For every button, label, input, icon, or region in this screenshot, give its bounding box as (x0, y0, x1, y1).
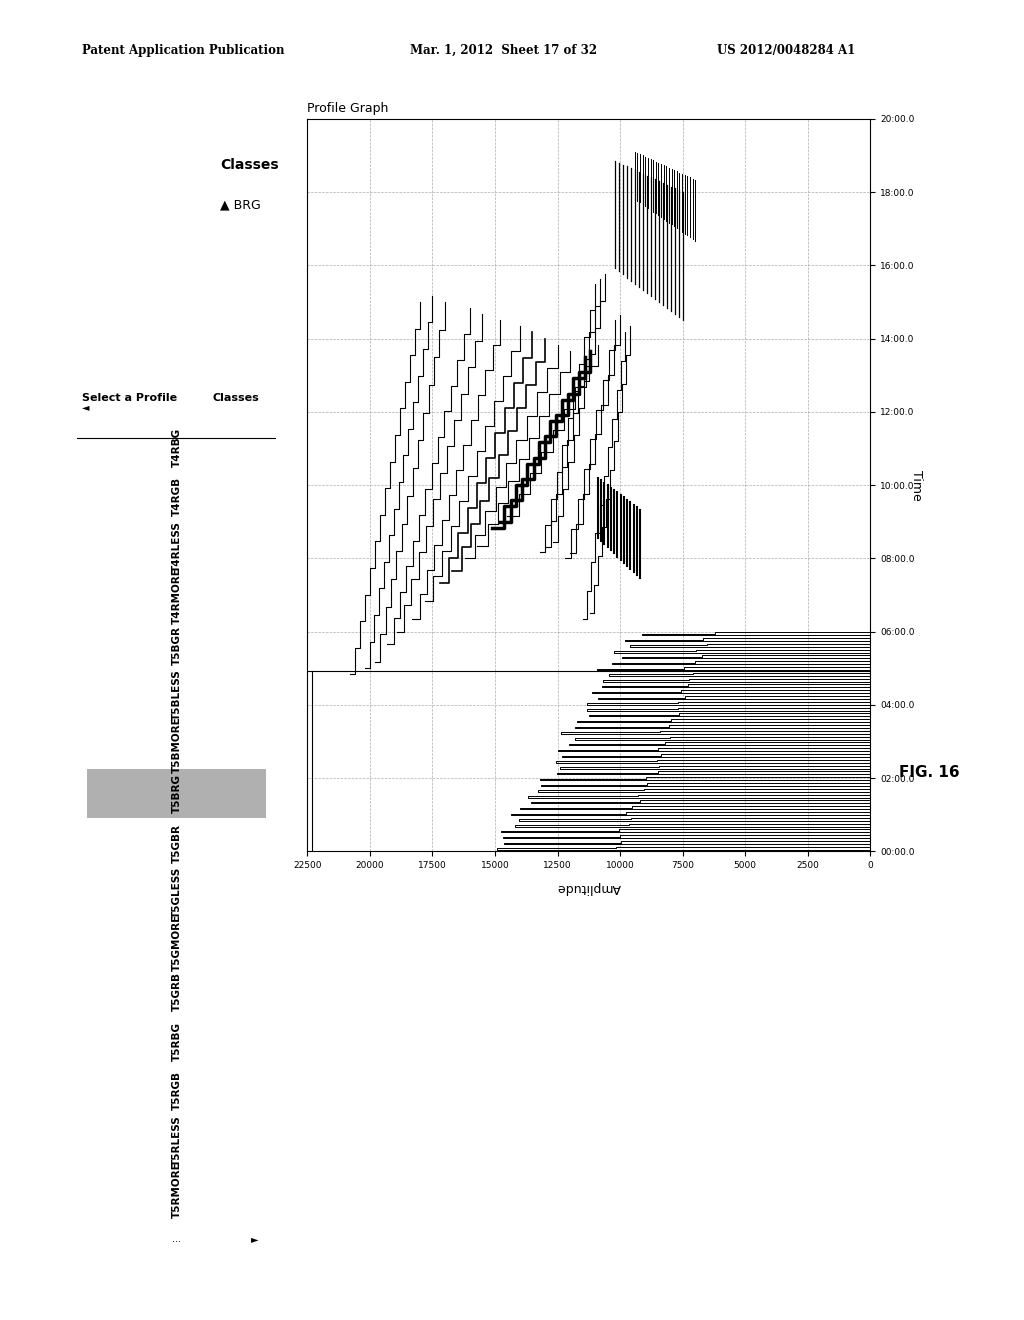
Text: T5RBG: T5RBG (172, 1022, 181, 1061)
Text: Classes: Classes (220, 158, 279, 172)
Text: T5BLESS: T5BLESS (172, 669, 181, 719)
Text: T5RMORE: T5RMORE (172, 1162, 181, 1218)
Y-axis label: Time: Time (910, 470, 923, 500)
Text: ►: ► (251, 1234, 258, 1245)
Text: T5GRB: T5GRB (172, 972, 181, 1011)
Text: T4RGB: T4RGB (172, 477, 181, 516)
Text: Select a Profile: Select a Profile (82, 392, 177, 403)
X-axis label: Amplitude: Amplitude (557, 882, 621, 894)
Text: ...: ... (172, 1234, 181, 1245)
Text: T5GMORE: T5GMORE (172, 913, 181, 970)
Text: T4RBG: T4RBG (172, 428, 181, 467)
Text: T5GLESS: T5GLESS (172, 867, 181, 919)
Text: T5BMORE: T5BMORE (172, 715, 181, 772)
Text: ◄: ◄ (82, 401, 89, 412)
Text: T5RGB: T5RGB (172, 1071, 181, 1110)
Text: Classes: Classes (213, 392, 259, 403)
Text: US 2012/0048284 A1: US 2012/0048284 A1 (717, 44, 855, 57)
Text: Mar. 1, 2012  Sheet 17 of 32: Mar. 1, 2012 Sheet 17 of 32 (410, 44, 597, 57)
Text: T5GBR: T5GBR (172, 824, 181, 863)
Text: Patent Application Publication: Patent Application Publication (82, 44, 285, 57)
Text: Profile Graph: Profile Graph (307, 102, 388, 115)
Text: T5RLESS: T5RLESS (172, 1115, 181, 1166)
Bar (87, 768, 266, 818)
Text: T5BRG: T5BRG (172, 774, 181, 813)
Text: T4RMORE: T4RMORE (172, 568, 181, 624)
Text: ▲ BRG: ▲ BRG (220, 198, 261, 211)
Text: FIG. 16: FIG. 16 (899, 764, 959, 780)
Text: T5BGR: T5BGR (172, 626, 181, 665)
Text: T4RLESS: T4RLESS (172, 520, 181, 572)
